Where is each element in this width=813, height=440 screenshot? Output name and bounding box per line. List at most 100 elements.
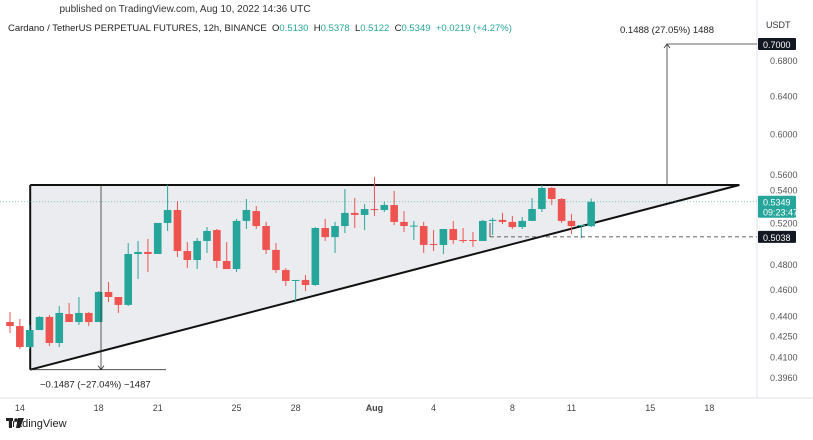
price-tick-label: 0.4600 <box>770 285 798 295</box>
ascending-support-line <box>29 184 740 371</box>
candle-body-down <box>144 251 152 254</box>
candle <box>183 242 192 269</box>
target-price-badge-text: 0.7000 <box>763 40 791 50</box>
symbol-title[interactable]: Cardano / TetherUS PERPETUAL FUTURES, 12… <box>8 23 267 34</box>
candle-body-up <box>518 220 526 228</box>
candle-body-down <box>262 226 270 250</box>
candle-body-up <box>291 279 300 281</box>
candle-body-up <box>331 226 339 238</box>
price-tick-label: 0.6800 <box>770 56 798 66</box>
candle-body-down <box>104 291 113 297</box>
candle-body-up <box>341 212 349 227</box>
change-value: +0.0219 (+4.27%) <box>435 23 512 34</box>
open-value: 0.5130 <box>279 23 309 34</box>
candle <box>429 230 438 252</box>
candle-body-up <box>35 316 44 331</box>
candle-body-down <box>252 211 261 227</box>
candle-body-up <box>488 219 497 221</box>
price-tick-label: 0.5400 <box>770 186 798 196</box>
candle <box>242 199 251 230</box>
candle-body-up <box>587 201 595 227</box>
candle-body-down <box>301 279 310 285</box>
candle <box>439 229 448 254</box>
candle-body-up <box>203 230 211 241</box>
candle <box>311 227 320 286</box>
candle-body-down <box>85 312 93 323</box>
candle-body-down <box>173 210 182 252</box>
tradingview-logo[interactable]: TradingView <box>6 418 67 430</box>
candle <box>567 213 576 234</box>
candle <box>153 222 162 254</box>
candle <box>410 220 418 241</box>
currency-label: USDT <box>766 20 791 30</box>
candle-body-up <box>232 220 241 270</box>
close-value: 0.5349 <box>401 23 431 34</box>
candle-body-up <box>360 209 369 215</box>
time-tick-label: 8 <box>510 403 515 413</box>
high-label: H <box>313 23 321 34</box>
open-label: O <box>272 23 280 34</box>
candle-body-up <box>193 240 201 261</box>
candle-body-down <box>449 229 458 241</box>
candle <box>547 187 556 206</box>
candle <box>577 224 586 239</box>
candle <box>538 184 546 213</box>
candle-body-down <box>350 212 359 215</box>
measure-down-label: −0.1487 (−27.04%) −1487 <box>40 380 151 391</box>
candle-body-up <box>439 229 448 245</box>
time-tick-label: 25 <box>232 403 242 413</box>
price-tick-label: 0.4100 <box>770 353 798 363</box>
candle <box>124 242 132 306</box>
candle-body-down <box>459 240 467 242</box>
candle <box>449 220 458 245</box>
candle <box>222 242 231 270</box>
tradingview-logo-icon <box>6 418 24 428</box>
candle <box>104 281 113 303</box>
candle-body-down <box>282 270 290 281</box>
candle-body-down <box>321 227 329 238</box>
candle-body-down <box>508 221 517 228</box>
candle-body-up <box>380 205 389 211</box>
candle-body-down <box>429 244 438 246</box>
target-price-badge-bg <box>758 38 796 50</box>
candle-body-up <box>311 227 320 285</box>
candle <box>55 305 64 348</box>
candle <box>498 212 507 224</box>
candle-body-up <box>410 225 418 227</box>
candle-body-down <box>183 251 192 261</box>
candle <box>232 218 241 273</box>
symbol-legend: Cardano / TetherUS PERPETUAL FUTURES, 12… <box>8 23 512 34</box>
close-label: C <box>394 23 402 34</box>
last-price-badge-countdown: 09:23:47 <box>763 208 798 218</box>
candle-body-up <box>124 253 132 305</box>
candle-body-down <box>547 187 556 200</box>
candle <box>479 219 487 241</box>
candle-body-up <box>577 224 586 227</box>
time-tick-label: 18 <box>94 403 104 413</box>
candle <box>419 221 428 253</box>
candle <box>341 189 349 234</box>
candle <box>380 201 389 213</box>
candle-body-down <box>213 230 221 261</box>
candle-body-down <box>65 314 73 323</box>
candle-body-up <box>134 251 142 254</box>
candle-body-down <box>370 209 379 211</box>
candle-body-down <box>469 240 477 242</box>
last-price-badge-bg <box>758 195 796 218</box>
candle <box>6 312 14 334</box>
candle <box>459 227 467 243</box>
candle <box>331 221 339 253</box>
candle <box>203 227 211 253</box>
time-tick-label: 14 <box>15 403 25 413</box>
candle <box>65 302 73 323</box>
price-tick-label: 0.5600 <box>770 170 798 180</box>
measure-up-label: 0.1488 (27.05%) 1488 <box>620 25 714 36</box>
candle <box>291 279 300 302</box>
candle <box>75 296 83 325</box>
candle-body-down <box>222 260 231 270</box>
candle <box>350 198 359 228</box>
candle <box>508 215 517 230</box>
candle <box>262 221 270 254</box>
